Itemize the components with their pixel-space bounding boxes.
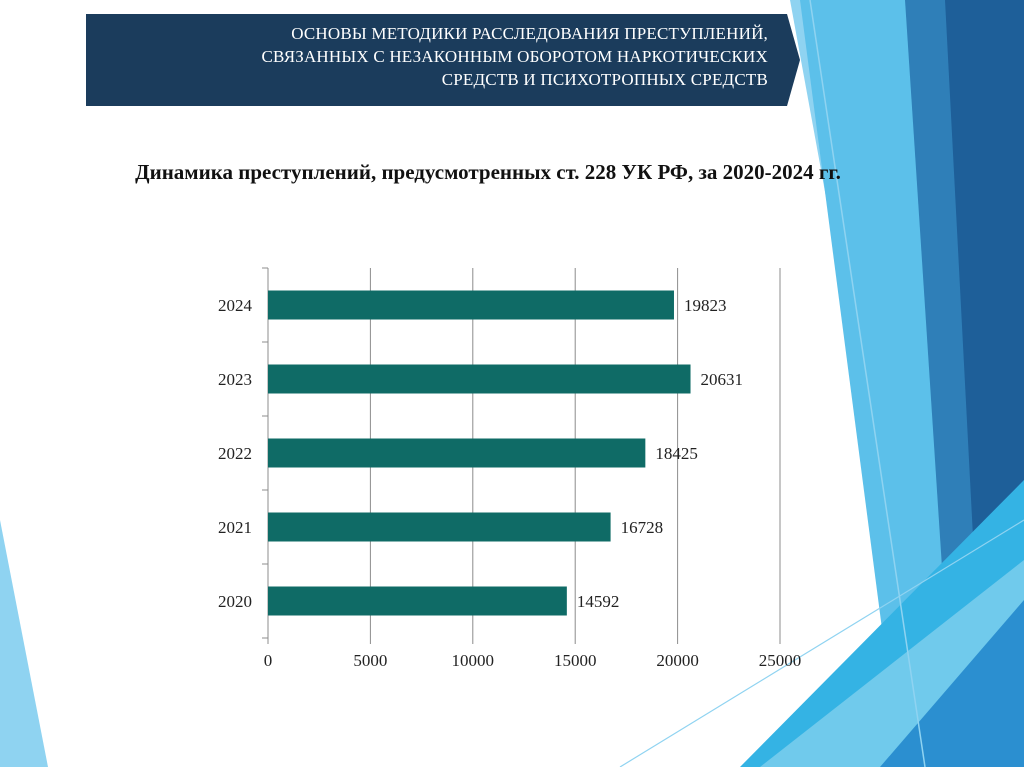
slide-title: ОСНОВЫ МЕТОДИКИ РАССЛЕДОВАНИЯ ПРЕСТУПЛЕН… (100, 22, 768, 91)
bar-value-label: 14592 (577, 592, 620, 611)
title-banner (86, 14, 800, 106)
x-tick-label: 0 (264, 651, 273, 670)
chart-title: Динамика преступлений, предусмотренных с… (135, 160, 841, 184)
bar-value-label: 19823 (684, 296, 727, 315)
x-tick-label: 25000 (759, 651, 802, 670)
slide-title-line-2: СВЯЗАННЫХ С НЕЗАКОННЫМ ОБОРОТОМ НАРКОТИЧ… (261, 47, 768, 66)
bar-value-label: 16728 (621, 518, 664, 537)
bar (268, 586, 567, 616)
y-category-label: 2024 (218, 296, 253, 315)
y-category-label: 2023 (218, 370, 252, 389)
bar (268, 512, 611, 542)
y-category-label: 2022 (218, 444, 252, 463)
x-tick-label: 15000 (554, 651, 597, 670)
y-category-label: 2021 (218, 518, 252, 537)
bar (268, 438, 646, 468)
bar (268, 364, 691, 394)
bar-value-label: 20631 (701, 370, 744, 389)
left-accent-panel (0, 520, 48, 767)
bar (268, 290, 674, 320)
x-tick-label: 10000 (452, 651, 495, 670)
accent-line (809, 0, 926, 767)
x-tick-label: 5000 (353, 651, 387, 670)
bottom-deep-panel (880, 600, 1024, 767)
bar-value-label: 18425 (655, 444, 698, 463)
y-category-label: 2020 (218, 592, 252, 611)
slide-title-line-3: СРЕДСТВ И ПСИХОТРОПНЫХ СРЕДСТВ (441, 70, 768, 89)
slide-title-line-1: ОСНОВЫ МЕТОДИКИ РАССЛЕДОВАНИЯ ПРЕСТУПЛЕН… (291, 24, 768, 43)
x-tick-label: 20000 (656, 651, 699, 670)
accent-line-2 (619, 519, 1024, 767)
